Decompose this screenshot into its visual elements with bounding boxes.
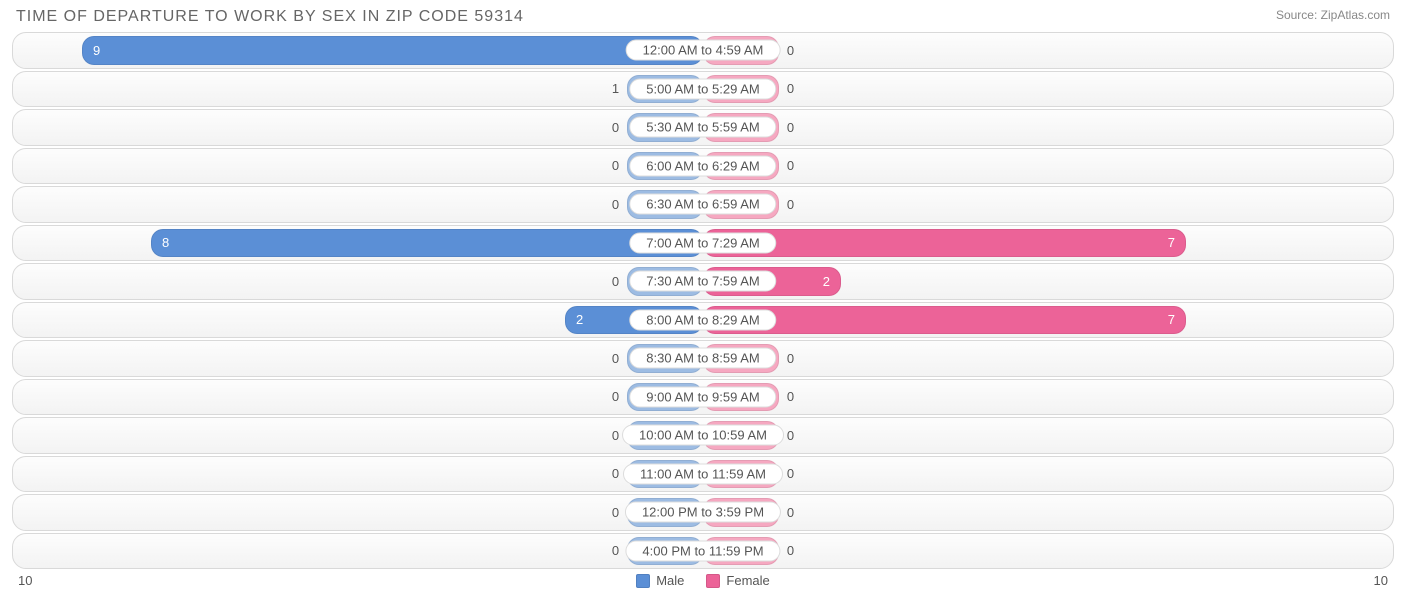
- chart-rows: 9012:00 AM to 4:59 AM105:00 AM to 5:29 A…: [12, 32, 1394, 569]
- chart-row: 8 7 7:00 AM to 7:29 AM: [12, 225, 1394, 262]
- category-label: 12:00 AM to 4:59 AM: [626, 40, 781, 61]
- chart-row: 0011:00 AM to 11:59 AM: [12, 456, 1394, 493]
- chart-row: 0010:00 AM to 10:59 AM: [12, 417, 1394, 454]
- bar-value-female: 0: [779, 534, 802, 569]
- chart-header: TIME OF DEPARTURE TO WORK BY SEX IN ZIP …: [12, 8, 1394, 26]
- chart-row: 0 08:30 AM to 8:59 AM: [12, 340, 1394, 377]
- chart-title: TIME OF DEPARTURE TO WORK BY SEX IN ZIP …: [16, 8, 524, 26]
- bar-value-male: 0: [604, 149, 627, 184]
- chart-footer: 10 Male Female 10: [12, 569, 1394, 588]
- chart-source: Source: ZipAtlas.com: [1276, 8, 1390, 22]
- bar-value-female: 2: [823, 274, 830, 289]
- category-label: 8:00 AM to 8:29 AM: [629, 309, 776, 330]
- bar-value-female: 0: [779, 110, 802, 145]
- legend-label-female: Female: [726, 573, 769, 588]
- bar-value-male: 0: [604, 495, 627, 530]
- bar-value-male: 0: [604, 110, 627, 145]
- chart-row: 0 012:00 PM to 3:59 PM: [12, 494, 1394, 531]
- bar-value-female: 0: [779, 149, 802, 184]
- category-label: 6:30 AM to 6:59 AM: [629, 194, 776, 215]
- category-label: 7:30 AM to 7:59 AM: [629, 271, 776, 292]
- chart-row: 0 2 7:30 AM to 7:59 AM: [12, 263, 1394, 300]
- chart-row: 0 06:00 AM to 6:29 AM: [12, 148, 1394, 185]
- bar-value-male: 0: [604, 534, 627, 569]
- bar-value-male: 9: [93, 43, 100, 58]
- category-label: 6:00 AM to 6:29 AM: [629, 155, 776, 176]
- chart-row: 0 04:00 PM to 11:59 PM: [12, 533, 1394, 570]
- chart-row: 0 09:00 AM to 9:59 AM: [12, 379, 1394, 416]
- bar-value-male: 0: [604, 264, 627, 299]
- bar-value-male: 0: [604, 187, 627, 222]
- legend-label-male: Male: [656, 573, 684, 588]
- bar-value-female: 0: [779, 380, 802, 415]
- legend-swatch-female: [706, 574, 720, 588]
- bar-value-female: 0: [779, 72, 802, 107]
- bar-value-male: 1: [604, 72, 627, 107]
- category-label: 4:00 PM to 11:59 PM: [625, 540, 780, 561]
- bar-value-female: 0: [779, 33, 802, 68]
- bar-value-female: 0: [779, 495, 802, 530]
- bar-male: 8: [151, 229, 703, 258]
- category-label: 7:00 AM to 7:29 AM: [629, 232, 776, 253]
- axis-max-left: 10: [18, 573, 32, 588]
- bar-value-female: 7: [1168, 312, 1175, 327]
- legend-swatch-male: [636, 574, 650, 588]
- chart-row: 9 012:00 AM to 4:59 AM: [12, 32, 1394, 69]
- chart-row: 0 05:30 AM to 5:59 AM: [12, 109, 1394, 146]
- bar-value-male: 0: [604, 341, 627, 376]
- chart-legend: Male Female: [32, 573, 1373, 588]
- category-label: 9:00 AM to 9:59 AM: [629, 386, 776, 407]
- category-label: 5:00 AM to 5:29 AM: [629, 78, 776, 99]
- chart-row: 0 06:30 AM to 6:59 AM: [12, 186, 1394, 223]
- chart-row: 2 7 8:00 AM to 8:29 AM: [12, 302, 1394, 339]
- chart-row: 1 05:00 AM to 5:29 AM: [12, 71, 1394, 108]
- bar-value-male: 8: [162, 235, 169, 250]
- bar-value-female: 0: [779, 341, 802, 376]
- bar-male: 9: [82, 36, 703, 65]
- axis-max-right: 10: [1374, 573, 1388, 588]
- chart-container: TIME OF DEPARTURE TO WORK BY SEX IN ZIP …: [0, 0, 1406, 594]
- category-label: 8:30 AM to 8:59 AM: [629, 348, 776, 369]
- bar-value-female: 0: [779, 187, 802, 222]
- category-label: 12:00 PM to 3:59 PM: [625, 502, 781, 523]
- legend-item-female: Female: [706, 573, 769, 588]
- category-label: 10:00 AM to 10:59 AM: [622, 425, 784, 446]
- bar-value-female: 7: [1168, 235, 1175, 250]
- category-label: 5:30 AM to 5:59 AM: [629, 117, 776, 138]
- legend-item-male: Male: [636, 573, 684, 588]
- bar-value-male: 0: [604, 380, 627, 415]
- bar-value-male: 2: [576, 312, 583, 327]
- category-label: 11:00 AM to 11:59 AM: [623, 463, 783, 484]
